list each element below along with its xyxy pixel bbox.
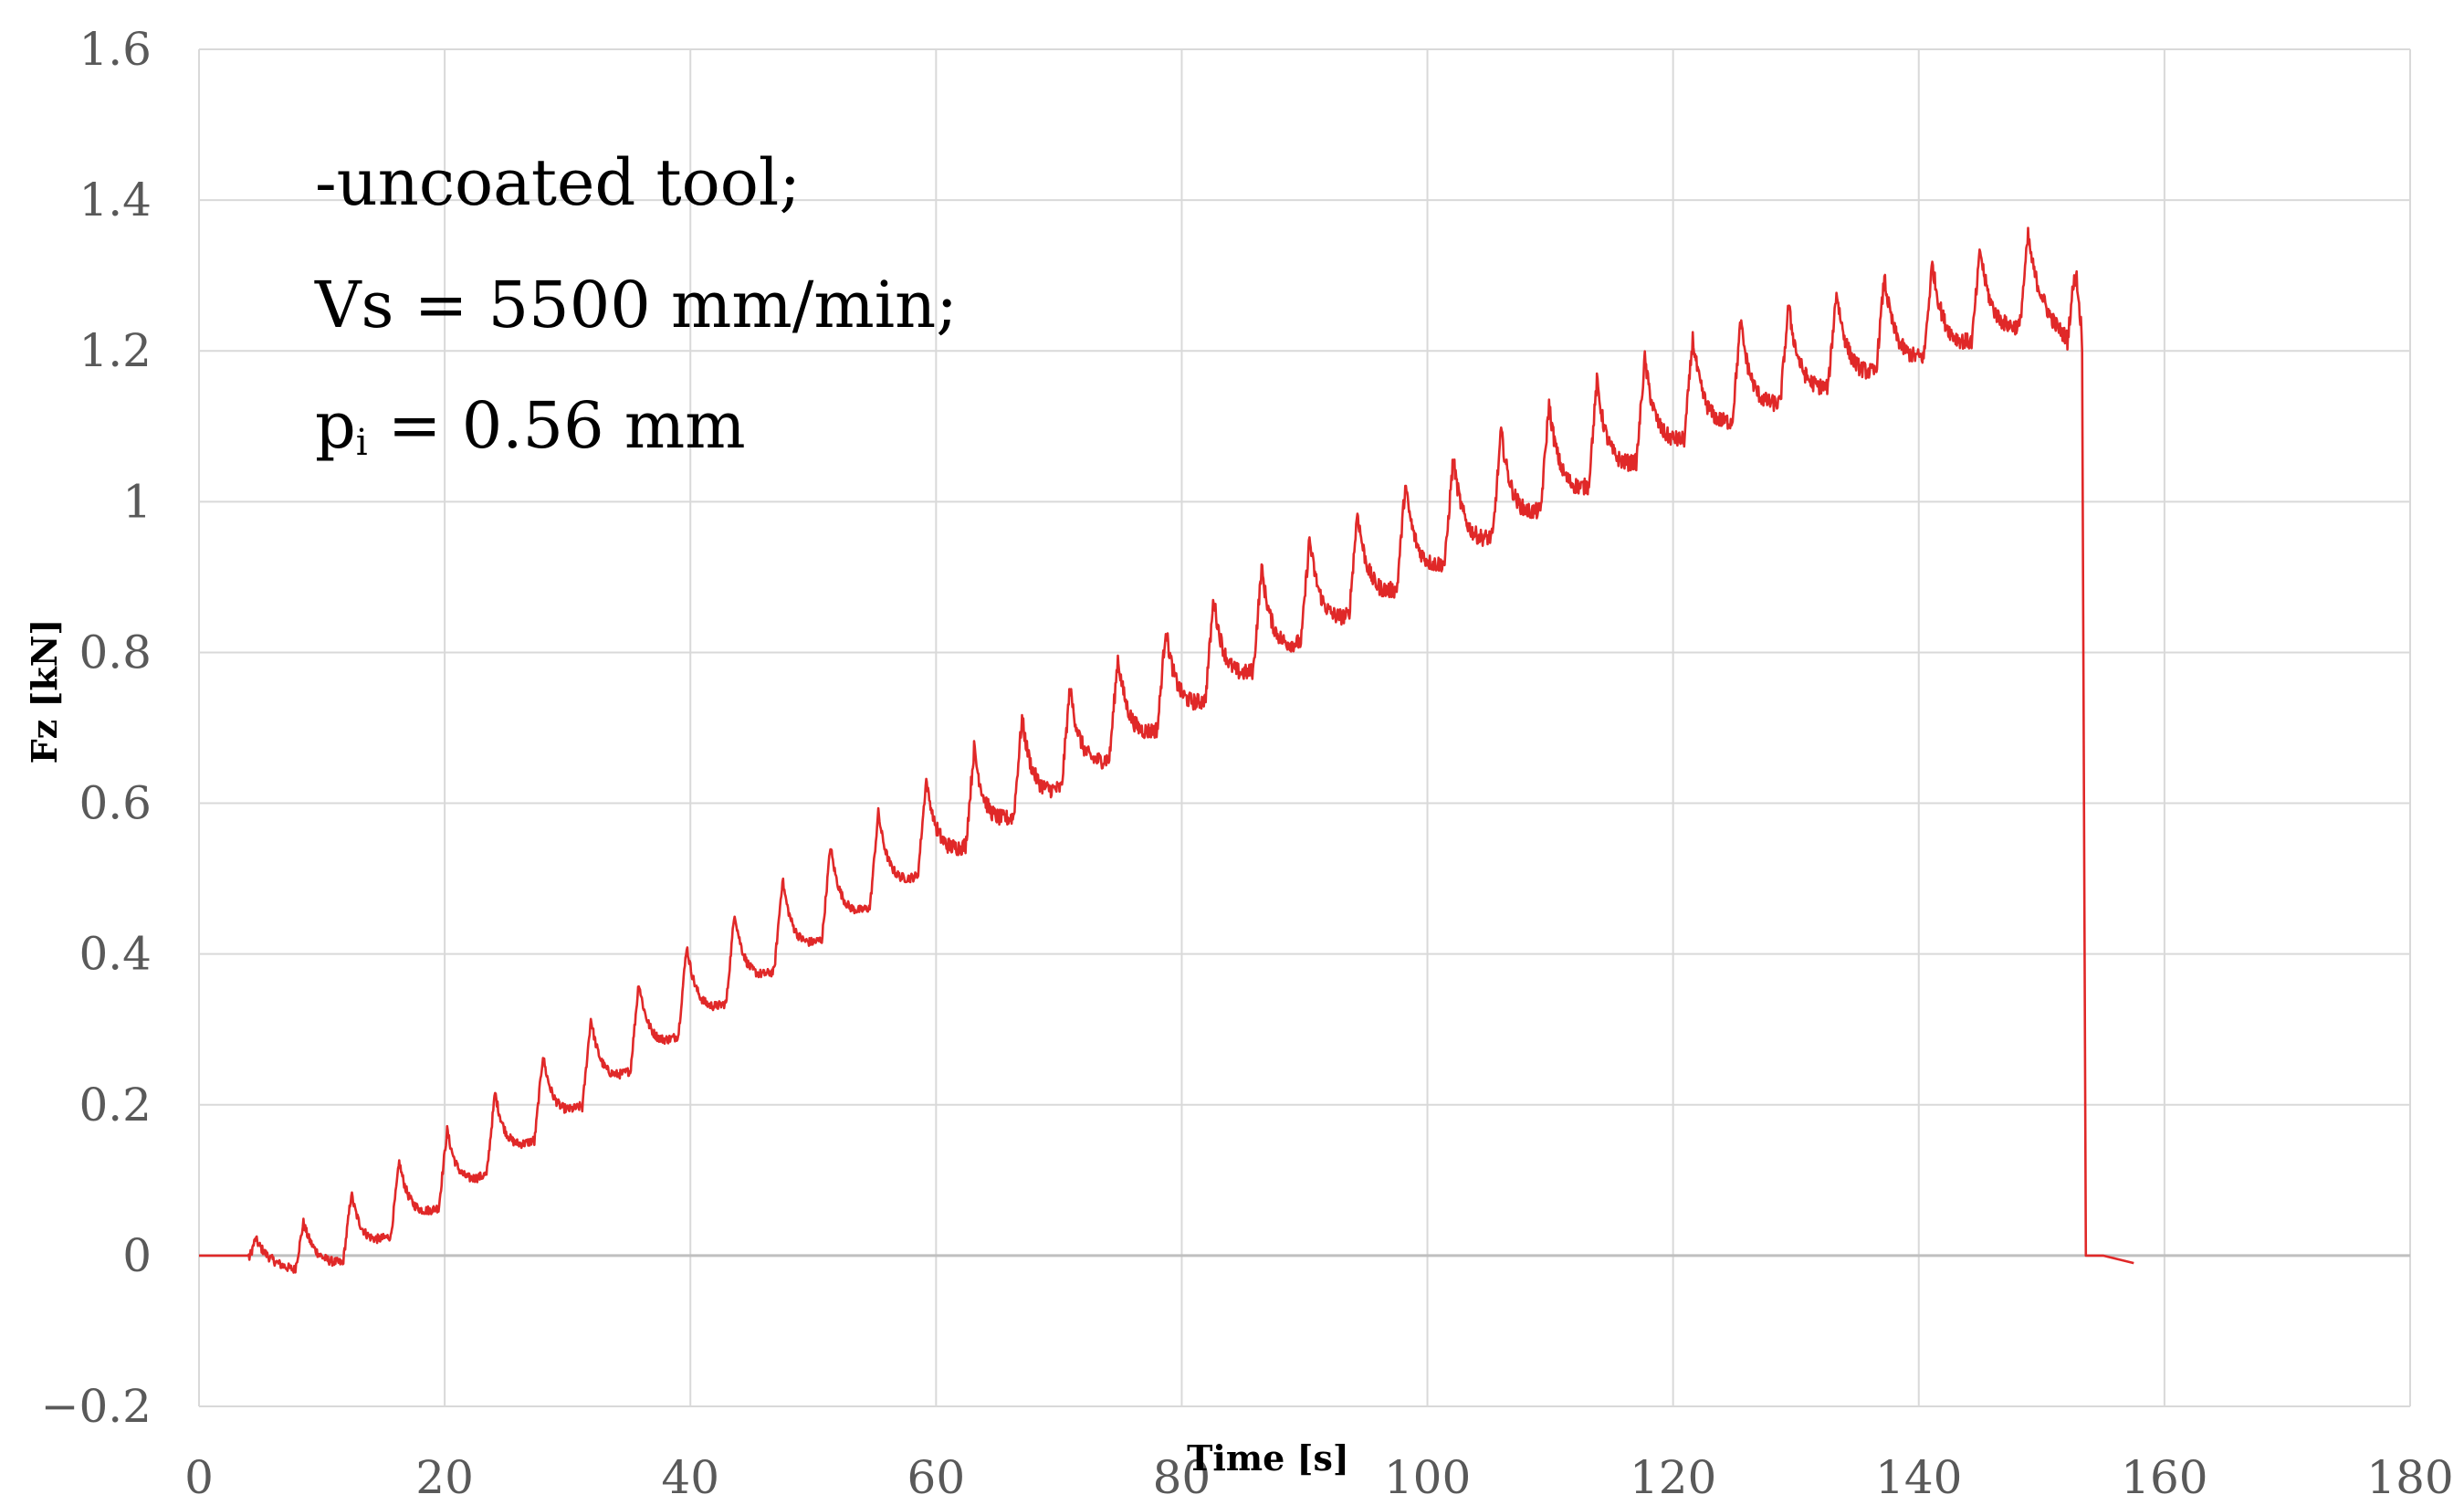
y-tick-labels: −0.2 0 0.2 0.4 0.6 0.8 1 1.2 1.4 1.6 bbox=[41, 23, 152, 1433]
x-tick-label: 40 bbox=[661, 1451, 719, 1504]
y-tick-label: 1.4 bbox=[79, 174, 152, 226]
y-tick-label: 0.6 bbox=[79, 777, 152, 830]
y-tick-label: 1.2 bbox=[79, 324, 152, 377]
y-tick-label: 0.8 bbox=[79, 626, 152, 679]
annotation-block: -uncoated tool; Vs = 5500 mm/min; pi = 0… bbox=[314, 145, 958, 464]
x-tick-label: 140 bbox=[1875, 1451, 1962, 1504]
grid-lines bbox=[198, 48, 2411, 1407]
x-tick-labels: 0 20 40 60 80 100 120 140 160 180 bbox=[184, 1451, 2454, 1504]
x-tick-label: 120 bbox=[1630, 1451, 1716, 1504]
annotation-line-3: pi = 0.56 mm bbox=[315, 388, 746, 464]
x-tick-label: 180 bbox=[2366, 1451, 2453, 1504]
y-tick-label: 0.4 bbox=[79, 928, 152, 981]
x-tick-label: 60 bbox=[907, 1451, 966, 1504]
x-tick-label: 0 bbox=[184, 1451, 214, 1504]
x-tick-label: 80 bbox=[1153, 1451, 1211, 1504]
annotation-line-1: -uncoated tool; bbox=[315, 145, 801, 220]
x-tick-label: 20 bbox=[415, 1451, 474, 1504]
y-tick-label: 1.6 bbox=[79, 23, 152, 76]
x-axis-title: Time [s] bbox=[1187, 1437, 1349, 1479]
x-tick-label: 100 bbox=[1384, 1451, 1471, 1504]
y-tick-label: 1 bbox=[122, 475, 152, 528]
annotation-subscript-i: i bbox=[356, 422, 368, 464]
annotation-line-2: Vs = 5500 mm/min; bbox=[314, 268, 958, 342]
y-tick-label: 0 bbox=[122, 1229, 152, 1282]
y-axis-title: Fz [kN] bbox=[24, 619, 65, 764]
annotation-rest: = 0.56 mm bbox=[368, 388, 746, 463]
y-tick-label: −0.2 bbox=[41, 1380, 152, 1433]
series-line-fz bbox=[198, 226, 2134, 1274]
x-tick-label: 160 bbox=[2121, 1451, 2207, 1504]
annotation-p: p bbox=[315, 388, 356, 463]
series-group bbox=[198, 226, 2134, 1274]
y-tick-label: 0.2 bbox=[79, 1079, 152, 1131]
